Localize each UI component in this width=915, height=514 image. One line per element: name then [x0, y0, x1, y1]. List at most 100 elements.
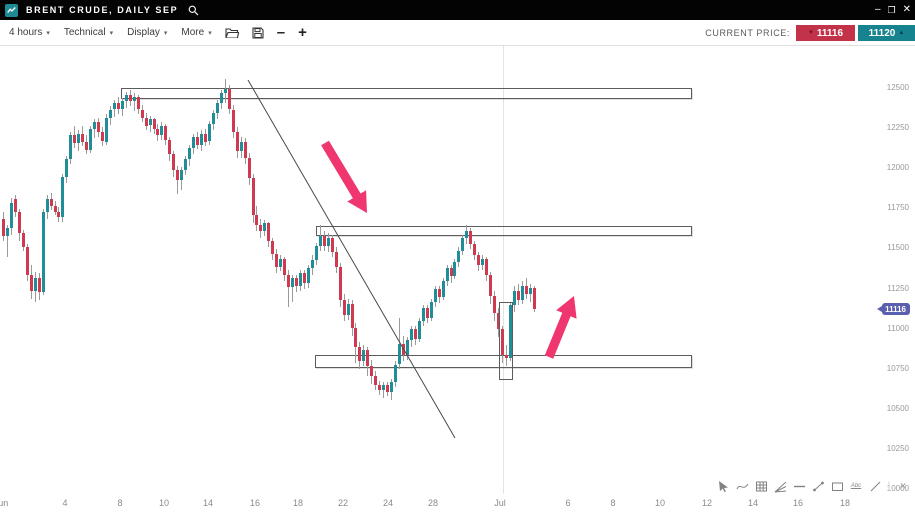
- more-dropdown[interactable]: More ▾: [181, 27, 212, 38]
- candle: [318, 236, 322, 246]
- candle: [200, 133, 203, 145]
- price-axis-label: 12000: [886, 163, 909, 173]
- candle: [457, 250, 461, 262]
- trend-segment-tool-icon[interactable]: [811, 479, 825, 493]
- candle: [105, 117, 108, 142]
- candle: [255, 215, 259, 225]
- candle: [354, 327, 358, 347]
- text-tool-icon[interactable]: Abc: [850, 483, 862, 489]
- time-axis-label: 14: [747, 498, 759, 508]
- search-icon[interactable]: [188, 5, 199, 16]
- candle: [445, 268, 449, 282]
- candle: [413, 329, 417, 339]
- candle: [207, 123, 211, 142]
- candle-wick: [7, 224, 8, 257]
- diagonal-line-tool-icon[interactable]: [868, 479, 882, 493]
- candle: [473, 244, 477, 256]
- candle: [303, 273, 306, 283]
- candle: [382, 385, 386, 391]
- timeframe-dropdown[interactable]: 4 hours ▾: [9, 27, 50, 38]
- candle: [524, 285, 528, 294]
- candle: [275, 253, 279, 267]
- price-axis-label: 12500: [886, 83, 909, 92]
- ask-price-badge: 11120 ▲: [858, 25, 915, 41]
- candle: [13, 199, 17, 213]
- candle-wick: [133, 93, 135, 111]
- price-axis-label: 10250: [886, 443, 909, 453]
- candle: [152, 119, 156, 129]
- grid-tool-icon[interactable]: [754, 479, 768, 493]
- current-price-label: CURRENT PRICE:: [705, 28, 790, 38]
- chart-area: 12500 12250 12000 11750 11500 11250 11000 10750…: [0, 46, 915, 514]
- candle: [295, 277, 298, 286]
- time-axis-label: 10: [158, 498, 170, 508]
- candle: [61, 176, 65, 217]
- candle: [394, 364, 397, 383]
- candle: [124, 95, 128, 102]
- candle: [136, 96, 140, 110]
- candle: [219, 93, 223, 103]
- display-dropdown[interactable]: Display ▾: [127, 27, 168, 38]
- candle: [358, 346, 362, 362]
- close-button[interactable]: ✕: [902, 4, 911, 15]
- candle: [176, 170, 180, 180]
- time-axis-label: 24: [382, 498, 394, 508]
- time-axis-label: 16: [792, 498, 804, 508]
- zoom-in-button[interactable]: +: [298, 23, 307, 41]
- candle: [271, 241, 275, 254]
- candle: [299, 273, 302, 286]
- close-icon[interactable]: ✕: [899, 480, 907, 491]
- candle: [267, 223, 271, 241]
- time-axis-label: Jul: [494, 498, 506, 508]
- candle: [441, 281, 445, 298]
- open-folder-icon[interactable]: [225, 27, 239, 39]
- candle: [215, 103, 219, 113]
- candle: [306, 268, 310, 283]
- candle: [172, 154, 176, 171]
- popout-button[interactable]: ❐: [887, 5, 896, 15]
- candle: [77, 133, 81, 144]
- down-arrow[interactable]: [321, 140, 367, 213]
- candle: [405, 340, 409, 355]
- candle: [477, 255, 481, 265]
- candle: [25, 247, 29, 275]
- candle: [235, 131, 239, 152]
- candle: [2, 218, 5, 237]
- candle: [326, 237, 330, 246]
- curve-tool-icon[interactable]: [735, 479, 749, 493]
- candle: [180, 170, 184, 180]
- up-arrow-icon: ▲: [898, 30, 905, 36]
- chevron-down-icon: ▾: [109, 29, 114, 37]
- fan-lines-tool-icon[interactable]: [773, 479, 787, 493]
- minimize-button[interactable]: –: [874, 4, 881, 15]
- candle: [322, 236, 326, 246]
- candle: [453, 261, 457, 277]
- candle: [425, 308, 429, 318]
- candle: [37, 277, 41, 293]
- time-axis-label: 18: [292, 498, 304, 508]
- zone-resistance-mid[interactable]: [316, 226, 692, 236]
- candle: [370, 366, 374, 376]
- up-arrow[interactable]: [544, 296, 577, 359]
- zone-resistance-upper[interactable]: [121, 87, 692, 99]
- horizontal-line-tool-icon[interactable]: [792, 479, 806, 493]
- candle: [402, 343, 405, 355]
- candle: [73, 135, 77, 144]
- chart-plot[interactable]: [0, 46, 875, 494]
- candle: [223, 88, 227, 94]
- time-axis-label: Jun: [0, 498, 9, 508]
- save-icon[interactable]: [252, 26, 264, 39]
- candle: [334, 252, 338, 267]
- main-toolbar: 4 hours ▾ Technical ▾ Display ▾ More ▾ –…: [0, 20, 915, 46]
- highlight-box[interactable]: [499, 302, 513, 380]
- technical-dropdown[interactable]: Technical ▾: [63, 27, 114, 38]
- down-arrow-icon: ▼: [807, 30, 814, 36]
- rectangle-tool-icon[interactable]: [830, 479, 844, 493]
- app-logo-icon: [5, 3, 18, 17]
- candle: [429, 301, 433, 318]
- candle: [227, 88, 231, 110]
- zoom-out-button[interactable]: –: [276, 23, 286, 41]
- candle: [504, 354, 508, 359]
- cursor-tool-icon[interactable]: [716, 479, 730, 493]
